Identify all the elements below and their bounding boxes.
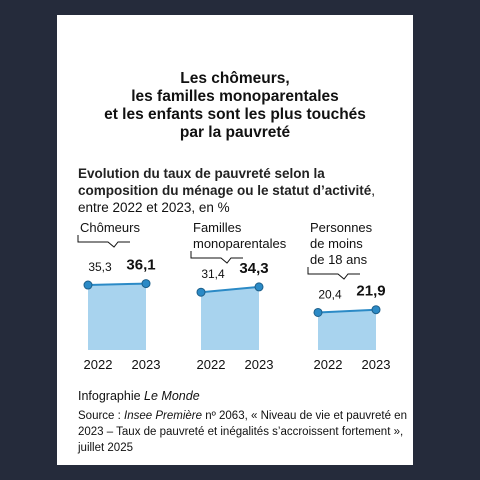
value-label: 36,1 [126,257,155,274]
marker [83,280,93,290]
panel-label: Personnes [310,220,373,235]
marker [371,305,381,315]
card: Les chômeurs, les familles monoparentales… [57,15,413,465]
source-label: Source : [78,410,121,422]
value-label: 21,9 [356,283,385,300]
x-tick-label: 2023 [362,357,391,372]
line [317,308,377,314]
source-publication: Insee Première [124,410,203,422]
area [318,309,376,350]
x-tick-label: 2022 [314,357,343,372]
credit: Infographie Le Monde [78,389,200,403]
title-line: et les enfants sont les plus touchés [104,106,366,123]
x-tick-label: 2022 [84,357,113,372]
line [200,285,260,294]
line [87,282,147,287]
label-bracket [77,235,130,248]
area [88,283,146,350]
value-label: 34,3 [239,260,268,277]
subtitle-rest: , entre 2022 et 2023, en % [78,183,376,215]
label-bracket [190,251,243,264]
title-line: Les chômeurs, [180,70,290,87]
marker [196,287,206,297]
marker [141,279,151,289]
panel-label: de 18 ans [310,252,368,267]
value-label: 35,3 [88,260,112,274]
value-label: 31,4 [201,267,225,281]
source-text: nº 2063, « Niveau de vie et pauvreté en … [78,410,407,454]
title-line: par la pauvreté [179,124,291,141]
x-tick-label: 2022 [197,357,226,372]
title: Les chômeurs, les familles monoparentales… [57,70,413,142]
area [201,286,259,350]
panel-label: Familles [193,220,242,235]
subtitle: Evolution du taux de pauvreté selon la c… [78,165,396,216]
x-tick-label: 2023 [245,357,274,372]
label-bracket [307,267,360,280]
panel-label: monoparentales [193,236,287,251]
panel-label: de moins [310,236,363,251]
credit-text: Infographie [78,389,141,403]
title-line: les familles monoparentales [131,88,339,105]
panel-label: Chômeurs [80,220,140,235]
source: Source : Insee Première nº 2063, « Nivea… [78,408,408,456]
marker [254,282,264,292]
value-label: 20,4 [318,287,342,301]
x-tick-label: 2023 [132,357,161,372]
credit-outlet: Le Monde [144,389,200,403]
marker [313,307,323,317]
subtitle-lead: Evolution du taux de pauvreté selon la c… [78,166,372,198]
